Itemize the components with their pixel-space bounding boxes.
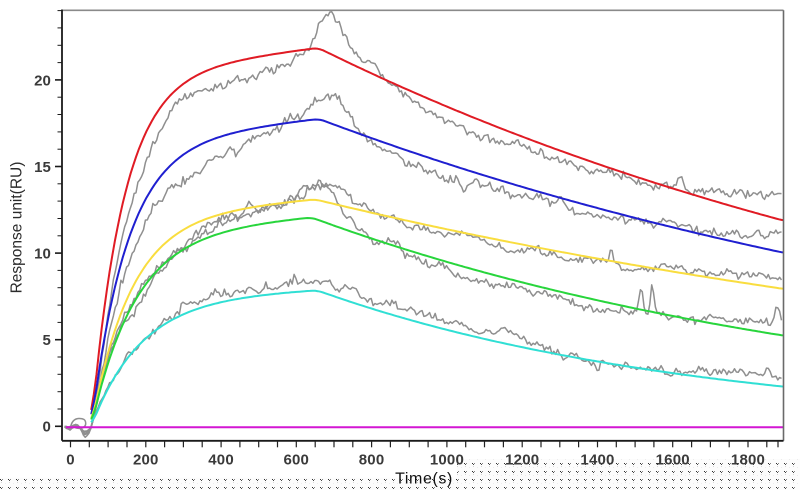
svg-text:800: 800 — [359, 452, 385, 469]
svg-text:600: 600 — [283, 452, 309, 469]
svg-text:200: 200 — [133, 452, 159, 469]
svg-text:Time(s): Time(s) — [395, 471, 453, 488]
svg-text:1600: 1600 — [656, 452, 690, 469]
svg-text:0: 0 — [66, 452, 75, 469]
svg-text:1400: 1400 — [580, 452, 614, 469]
svg-text:1200: 1200 — [505, 452, 539, 469]
svg-text:1000: 1000 — [430, 452, 464, 469]
svg-text:10: 10 — [34, 246, 51, 263]
svg-text:0: 0 — [42, 419, 50, 436]
svg-text:5: 5 — [42, 332, 50, 349]
svg-text:1800: 1800 — [731, 452, 765, 469]
svg-text:20: 20 — [34, 72, 51, 89]
svg-text:Response unit(RU): Response unit(RU) — [9, 162, 26, 294]
svg-text:15: 15 — [34, 159, 51, 176]
svg-text:400: 400 — [208, 452, 234, 469]
